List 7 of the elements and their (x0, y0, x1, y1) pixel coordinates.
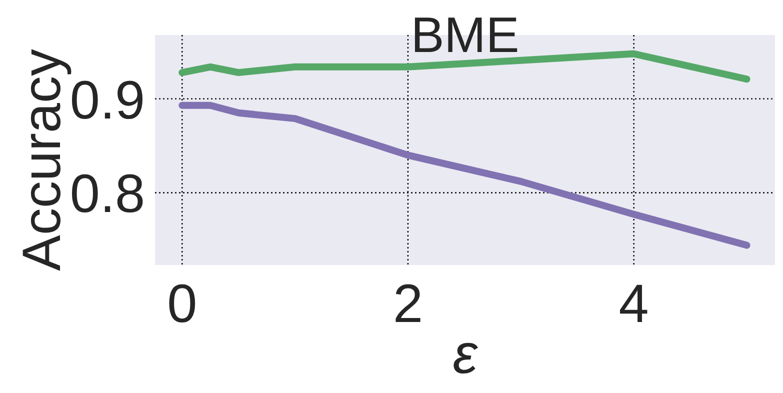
x-tick-label: 4 (618, 274, 649, 334)
x-axis-title: ε (452, 322, 479, 385)
chart-title: BME (410, 7, 520, 63)
y-axis-title: Accuracy (12, 48, 72, 272)
x-tick-label: 2 (392, 274, 423, 334)
y-tick-label: 0.8 (70, 164, 145, 224)
x-tick-label: 0 (167, 274, 198, 334)
